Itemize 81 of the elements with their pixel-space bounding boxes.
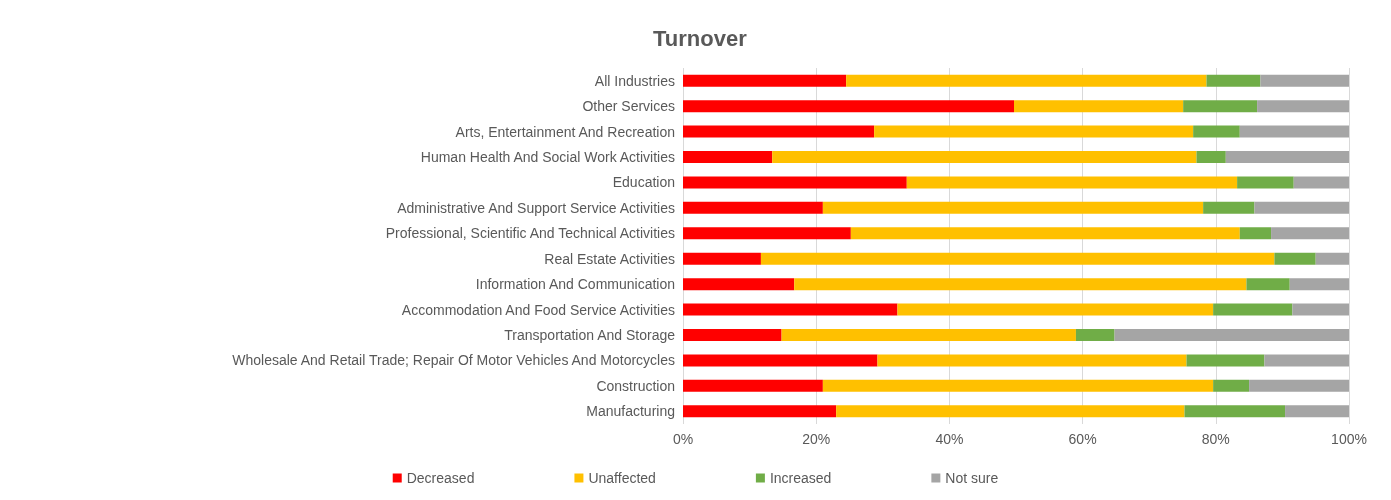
- bar: [683, 201, 823, 214]
- bar: [683, 125, 875, 138]
- bar: [1239, 227, 1272, 240]
- bar: [760, 252, 1275, 265]
- chart-title: Turnover: [653, 25, 748, 51]
- bar: [683, 379, 823, 392]
- y-tick-label: Arts, Entertainment And Recreation: [455, 123, 675, 140]
- bar: [1075, 329, 1115, 341]
- bar: [683, 151, 773, 163]
- bar: [683, 252, 761, 265]
- bar: [850, 227, 1240, 240]
- bar: [1114, 329, 1349, 341]
- bar: [1183, 100, 1258, 113]
- y-tick-label: Professional, Scientific And Technical Activities: [385, 225, 675, 242]
- y-tick-label: Education: [612, 174, 675, 191]
- bar: [683, 100, 1014, 113]
- bar: [683, 354, 878, 367]
- y-tick-label: Human Health And Social Work Activities: [420, 149, 675, 165]
- bar: [1315, 252, 1349, 265]
- bar: [846, 74, 1207, 87]
- bar: [1206, 74, 1261, 87]
- bar: [1249, 379, 1349, 392]
- y-tick-label: Real Estate Activities: [544, 250, 675, 267]
- x-tick-label: 0%: [672, 431, 694, 447]
- bar: [683, 329, 782, 341]
- bar: [906, 176, 1238, 189]
- y-tick-label: All Industries: [594, 72, 675, 89]
- bar: [1254, 201, 1349, 214]
- bar: [1213, 379, 1250, 392]
- bar: [1213, 303, 1293, 316]
- legend-label: Decreased: [406, 470, 475, 486]
- y-tick-label: Transportation And Storage: [504, 327, 676, 343]
- bar: [1184, 405, 1286, 418]
- bar: [1014, 100, 1184, 113]
- y-tick-label: Accommodation And Food Service Activities: [401, 301, 675, 318]
- bar: [1186, 354, 1265, 367]
- bar: [877, 354, 1187, 367]
- bar: [1203, 201, 1255, 214]
- bar: [822, 379, 1214, 392]
- bar: [822, 201, 1204, 214]
- x-tick-label: 40%: [935, 431, 964, 447]
- y-tick-label: Manufacturing: [586, 403, 675, 420]
- bar: [794, 278, 1247, 291]
- bar: [772, 151, 1197, 163]
- bar: [683, 74, 847, 87]
- legend-label: Unaffected: [588, 470, 656, 486]
- bar: [1293, 176, 1349, 189]
- bar: [1274, 252, 1316, 265]
- x-tick-label: 100%: [1331, 431, 1367, 447]
- bar: [1246, 278, 1290, 291]
- x-tick-label: 80%: [1201, 431, 1230, 447]
- bar: [1285, 405, 1349, 418]
- bar: [1225, 151, 1349, 163]
- bar: [1257, 100, 1349, 113]
- bar: [683, 176, 907, 189]
- y-tick-label: Other Services: [582, 98, 675, 115]
- bar: [1289, 278, 1349, 291]
- bar: [1292, 303, 1349, 316]
- bar: [1193, 125, 1240, 138]
- bar: [1196, 151, 1226, 163]
- y-tick-label: Information And Communication: [475, 276, 675, 293]
- legend-label: Increased: [769, 470, 832, 486]
- x-tick-label: 60%: [1068, 431, 1097, 447]
- bar: [836, 405, 1185, 418]
- bar: [874, 125, 1194, 138]
- bar: [1271, 227, 1349, 240]
- y-tick-label: Administrative And Support Service Activities: [397, 199, 675, 216]
- bar: [1239, 125, 1349, 138]
- bar: [1260, 74, 1349, 87]
- bar: [683, 405, 837, 418]
- bar: [1264, 354, 1349, 367]
- bar: [683, 278, 795, 291]
- bar: [683, 303, 898, 316]
- bar: [897, 303, 1214, 316]
- bar: [683, 227, 851, 240]
- bar: [1237, 176, 1294, 189]
- bar: [781, 329, 1076, 341]
- x-tick-label: 20%: [802, 431, 831, 447]
- legend-label: Not sure: [945, 470, 999, 486]
- y-tick-label: Wholesale And Retail Trade; Repair Of Motor Vehicles And Motorcycles: [232, 352, 675, 369]
- y-tick-label: Construction: [596, 377, 675, 394]
